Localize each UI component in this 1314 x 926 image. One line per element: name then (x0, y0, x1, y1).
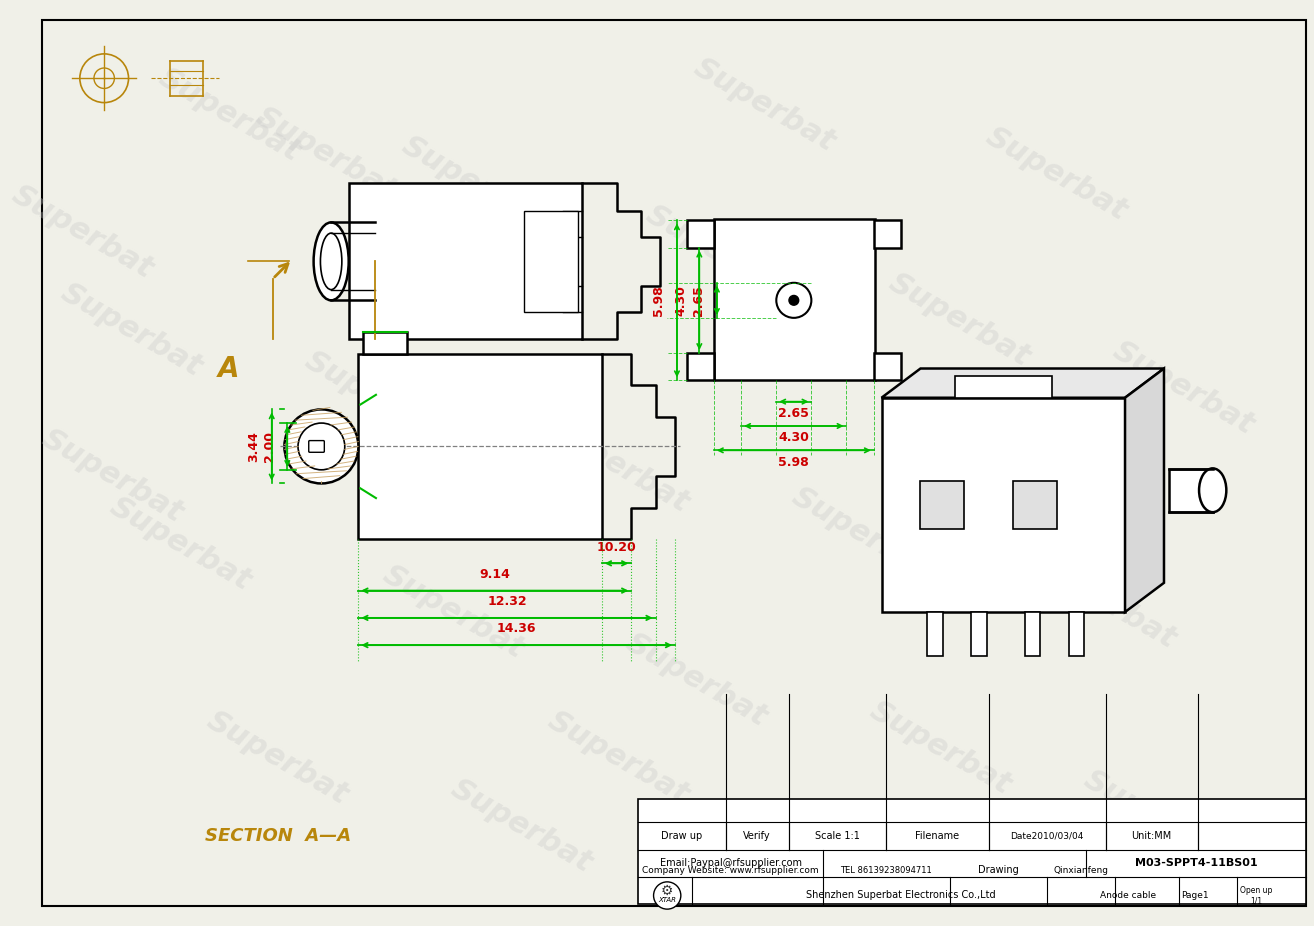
Bar (971, 612, 987, 656)
Text: Superbat: Superbat (865, 696, 1016, 801)
Text: Shenzhen Superbat Electronics Co.,Ltd: Shenzhen Superbat Electronics Co.,Ltd (807, 891, 996, 900)
Text: Superbat: Superbat (640, 199, 792, 304)
Bar (1013, 481, 1056, 530)
Polygon shape (882, 369, 1164, 398)
Text: Superbat: Superbat (377, 560, 528, 664)
Text: XTAR: XTAR (658, 897, 677, 904)
Text: Verify: Verify (742, 831, 770, 841)
Text: Filename: Filename (915, 831, 959, 841)
Bar (1025, 612, 1041, 656)
Bar (921, 481, 964, 530)
Text: Page1: Page1 (1181, 891, 1209, 900)
Text: TEL 86139238094711: TEL 86139238094711 (841, 866, 932, 875)
Polygon shape (1125, 369, 1164, 612)
Text: Qinxianfeng: Qinxianfeng (1054, 866, 1109, 875)
Text: Open up
1/1: Open up 1/1 (1240, 886, 1273, 906)
Circle shape (788, 295, 799, 306)
Text: Drawing: Drawing (978, 865, 1018, 875)
Text: 2.65: 2.65 (778, 407, 809, 419)
Text: 9.14: 9.14 (480, 568, 510, 581)
Ellipse shape (1200, 469, 1226, 512)
Bar (874, 353, 901, 381)
Bar (954, 376, 1053, 398)
Text: Superbat: Superbat (55, 278, 208, 382)
Text: Superbat: Superbat (300, 345, 451, 450)
Text: 4.30: 4.30 (674, 285, 687, 316)
Text: ⚙: ⚙ (661, 883, 674, 897)
Ellipse shape (321, 233, 342, 290)
Text: Superbat: Superbat (543, 414, 694, 518)
Text: Scale 1:1: Scale 1:1 (815, 831, 861, 841)
Text: Superbat: Superbat (1079, 765, 1230, 869)
Text: Superbat: Superbat (104, 492, 256, 596)
Bar (928, 612, 943, 656)
Bar (714, 219, 875, 381)
Text: 10.20: 10.20 (597, 541, 636, 554)
Text: SECTION  A—A: SECTION A—A (205, 827, 351, 845)
Circle shape (777, 282, 811, 318)
Text: Company Website: www.rfsupplier.com: Company Website: www.rfsupplier.com (643, 866, 819, 875)
Text: Superbat: Superbat (397, 131, 548, 235)
Text: Superbat: Superbat (37, 423, 188, 528)
Text: Superbat: Superbat (620, 628, 773, 732)
Text: Email:Paypal@rfsupplier.com: Email:Paypal@rfsupplier.com (660, 858, 802, 869)
Bar (687, 353, 714, 381)
Text: A: A (218, 355, 239, 382)
Text: M03-SPPT4-11BS01: M03-SPPT4-11BS01 (1135, 858, 1257, 869)
Text: 5.98: 5.98 (778, 456, 809, 469)
Bar (1169, 469, 1213, 512)
Text: Superbat: Superbat (786, 482, 938, 586)
Text: 3.44: 3.44 (247, 431, 260, 462)
Circle shape (284, 409, 359, 483)
Bar (874, 220, 901, 248)
FancyBboxPatch shape (309, 441, 325, 452)
Text: Superbat: Superbat (1030, 550, 1181, 655)
Text: 2.00: 2.00 (263, 431, 276, 462)
Text: Superbat: Superbat (152, 63, 305, 168)
Text: Superbat: Superbat (689, 54, 841, 157)
Text: 4.30: 4.30 (778, 432, 809, 444)
Text: Superbat: Superbat (1108, 336, 1259, 440)
Text: Superbat: Superbat (982, 121, 1133, 226)
Bar (359, 354, 602, 539)
Bar (524, 211, 578, 312)
Circle shape (653, 882, 681, 909)
Text: Superbat: Superbat (445, 774, 597, 879)
Text: Superbat: Superbat (202, 706, 353, 810)
Text: Superbat: Superbat (251, 102, 402, 206)
Text: Draw up: Draw up (661, 831, 703, 841)
Bar (639, 799, 1306, 905)
Text: 2.65: 2.65 (692, 285, 706, 316)
Text: 14.36: 14.36 (497, 622, 536, 635)
Text: Superbat: Superbat (543, 706, 694, 810)
Text: 12.32: 12.32 (487, 595, 527, 608)
Ellipse shape (314, 222, 348, 300)
Text: Anode cable: Anode cable (1100, 891, 1156, 900)
Text: Superbat: Superbat (7, 180, 159, 284)
Bar (882, 398, 1125, 612)
Text: Superbat: Superbat (883, 268, 1035, 372)
Text: Date2010/03/04: Date2010/03/04 (1010, 832, 1084, 841)
Bar (687, 220, 714, 248)
Circle shape (298, 423, 344, 469)
Bar (363, 332, 407, 354)
Bar (348, 183, 582, 339)
Text: 5.98: 5.98 (652, 285, 665, 316)
Bar (1068, 612, 1084, 656)
Text: Unit:MM: Unit:MM (1131, 831, 1172, 841)
